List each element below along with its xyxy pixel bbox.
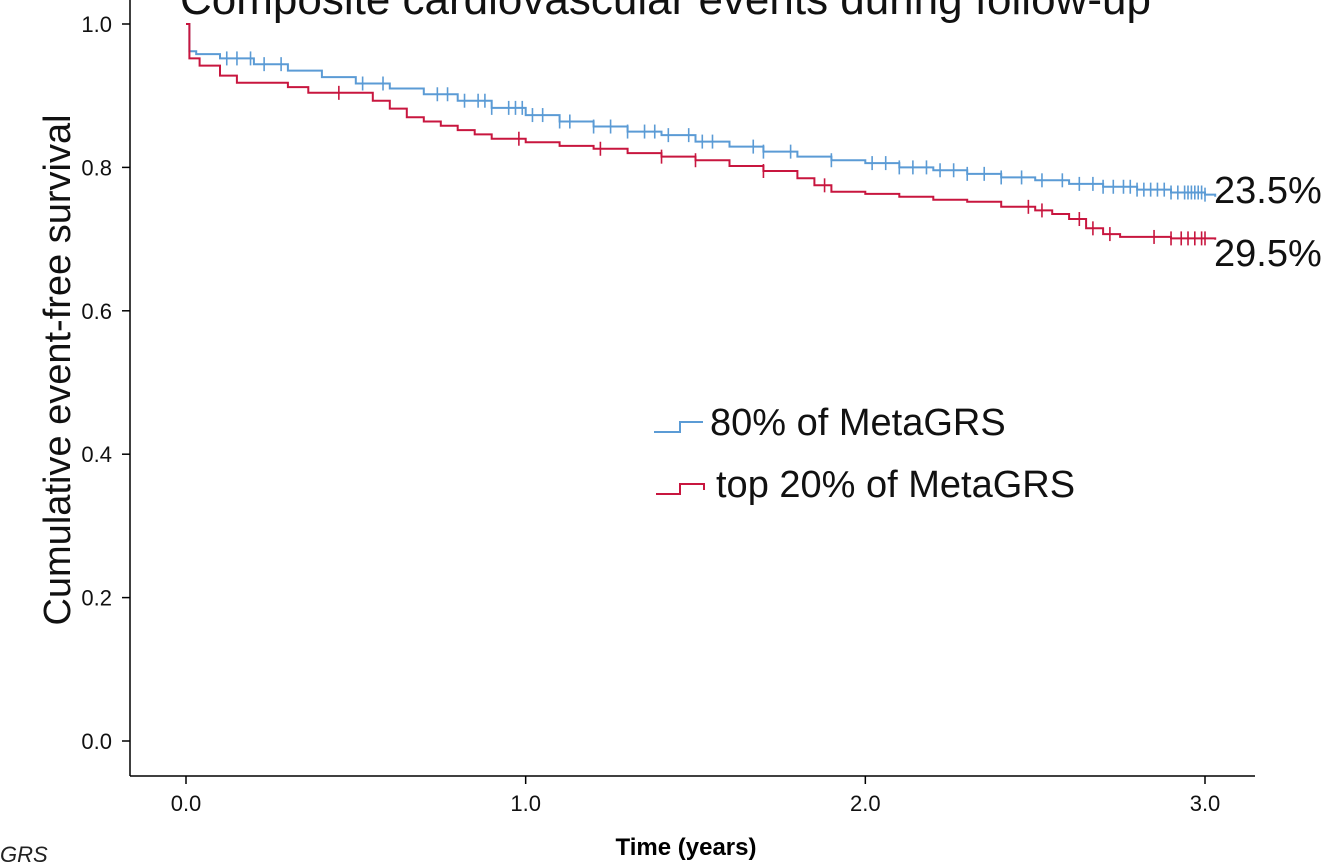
x-ticks: 0.0 1.0 2.0 3.0 — [171, 776, 1221, 816]
legend: 80% of MetaGRS top 20% of MetaGRS — [654, 402, 1075, 506]
y-tick-label: 1.0 — [81, 12, 112, 37]
legend-swatch — [656, 483, 705, 495]
series-1: 23.5% — [186, 23, 1322, 212]
survival-curve — [186, 23, 1217, 240]
legend-item: 80% of MetaGRS — [654, 402, 1006, 444]
y-tick-label: 0.4 — [81, 442, 112, 467]
y-axis-label: Cumulative event-free survival — [37, 114, 79, 625]
legend-swatch — [654, 421, 703, 433]
legend-label: top 20% of MetaGRS — [716, 464, 1075, 506]
legend-item: top 20% of MetaGRS — [656, 464, 1075, 506]
corner-text: GRS — [0, 842, 48, 865]
chart-title: Composite cardiovascular events during f… — [180, 0, 1151, 24]
y-tick-label: 0.0 — [81, 729, 112, 754]
x-tick-label: 2.0 — [850, 791, 881, 816]
end-label: 23.5% — [1214, 170, 1322, 212]
series-2: 29.5% — [186, 23, 1322, 275]
x-tick-label: 1.0 — [510, 791, 541, 816]
x-tick-label: 0.0 — [171, 791, 202, 816]
y-tick-label: 0.8 — [81, 155, 112, 180]
end-label: 29.5% — [1214, 233, 1322, 275]
x-tick-label: 3.0 — [1190, 791, 1221, 816]
series-layer: 23.5% 29.5% — [186, 23, 1322, 275]
legend-label: 80% of MetaGRS — [710, 402, 1006, 444]
y-tick-label: 0.2 — [81, 586, 112, 611]
y-tick-label: 0.6 — [81, 299, 112, 324]
x-axis-label: Time (years) — [616, 834, 757, 861]
y-ticks: 0.0 0.2 0.4 0.6 0.8 1.0 — [81, 12, 130, 754]
survival-curve — [186, 23, 1217, 197]
